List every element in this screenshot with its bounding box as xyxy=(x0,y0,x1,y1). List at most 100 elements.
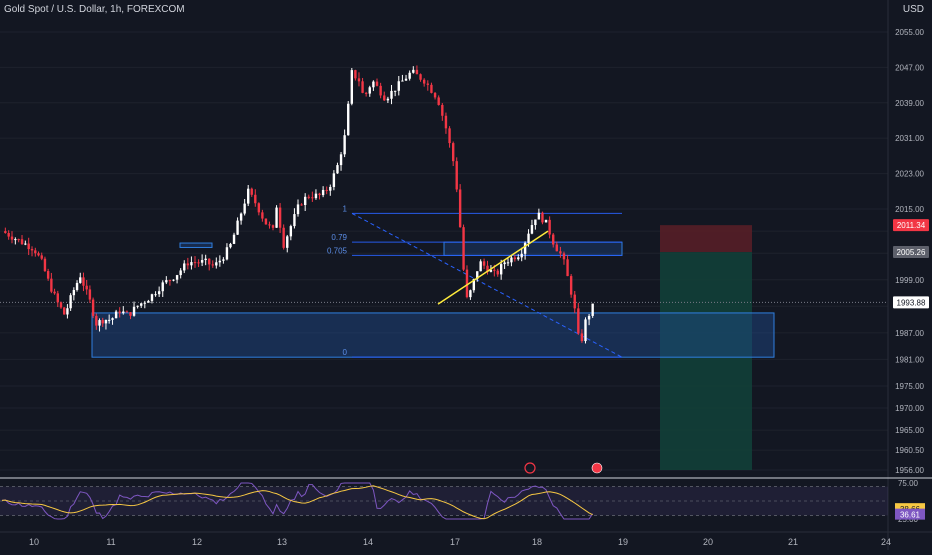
candle-body xyxy=(486,265,489,272)
candle-body xyxy=(53,291,56,294)
currency-label: USD xyxy=(902,4,924,15)
candle-body xyxy=(530,225,534,234)
candle-body xyxy=(482,261,486,266)
candle-body xyxy=(59,302,63,308)
candle-body xyxy=(211,264,214,266)
candle-body xyxy=(548,219,551,235)
candle-body xyxy=(408,72,411,79)
candle-body xyxy=(254,194,257,204)
candle-body xyxy=(91,299,95,316)
candle-body xyxy=(544,219,548,223)
entry-price-label-bg xyxy=(893,246,929,259)
candle-body xyxy=(489,269,493,272)
candle-body xyxy=(465,269,469,298)
candle-body xyxy=(577,308,580,334)
candle-body xyxy=(114,311,118,319)
candle-body xyxy=(236,220,239,235)
candle-body xyxy=(20,239,24,245)
candle-body xyxy=(479,261,482,272)
candle-body xyxy=(339,154,343,166)
candle-body xyxy=(419,74,422,80)
candle-body xyxy=(584,319,587,342)
candle-body xyxy=(7,233,10,237)
candle-body xyxy=(129,312,132,316)
candle-body xyxy=(513,257,517,260)
candle-body xyxy=(441,104,444,116)
candle-body xyxy=(264,218,268,225)
candle-body xyxy=(107,319,111,321)
candle-body xyxy=(307,196,310,198)
candle-body xyxy=(510,257,513,263)
candle-body xyxy=(43,258,47,272)
price-axis-tick: 2031.00 xyxy=(895,134,924,143)
candle-body xyxy=(534,219,537,226)
candle-body xyxy=(580,333,584,342)
price-axis-tick: 2015.00 xyxy=(895,205,924,214)
us-flag-event-icon xyxy=(591,462,603,474)
candle-body xyxy=(261,212,264,219)
candle-body xyxy=(229,243,232,248)
fib-diagonal xyxy=(351,212,623,358)
price-axis-tick: 1970.00 xyxy=(895,404,924,413)
candle-body xyxy=(562,253,566,260)
candle-body xyxy=(88,289,92,300)
candle-body xyxy=(503,262,506,265)
candle-body xyxy=(566,259,569,277)
price-axis-tick: 1999.00 xyxy=(895,276,924,285)
candle-body xyxy=(150,294,154,301)
candle-body xyxy=(154,294,157,296)
candle-body xyxy=(10,236,14,240)
fib-level-label: 0 xyxy=(343,348,348,357)
entry-price-label: 2005.26 xyxy=(897,248,926,257)
candle-body xyxy=(66,308,69,315)
candle-body xyxy=(455,161,458,190)
candle-body xyxy=(85,285,88,290)
candle-body xyxy=(208,258,211,265)
candle-body xyxy=(404,78,408,81)
candle-body xyxy=(379,85,382,96)
candle-body xyxy=(14,239,17,241)
candle-body xyxy=(111,318,114,320)
time-axis-tick: 14 xyxy=(363,537,373,547)
candle-body xyxy=(218,260,222,263)
demand-zone xyxy=(91,312,775,358)
price-axis-tick: 2055.00 xyxy=(895,28,924,37)
candle-body xyxy=(296,204,300,215)
minor-zone xyxy=(179,242,213,248)
candle-body xyxy=(364,92,368,94)
candle-body xyxy=(520,253,523,258)
candle-body xyxy=(200,260,204,263)
candle-body xyxy=(247,188,250,204)
candle-body xyxy=(34,250,37,254)
time-axis-tick: 19 xyxy=(618,537,628,547)
candle-body xyxy=(321,189,325,196)
candle-body xyxy=(343,135,346,155)
time-axis-tick: 20 xyxy=(703,537,713,547)
candle-body xyxy=(69,295,72,309)
candle-body xyxy=(63,307,66,315)
candle-body xyxy=(293,214,296,227)
candle-body xyxy=(311,197,314,199)
candle-body xyxy=(493,269,496,271)
time-axis-tick: 17 xyxy=(450,537,460,547)
take-profit-zone xyxy=(660,252,752,470)
candle-body xyxy=(555,244,559,252)
candle-body xyxy=(401,80,404,82)
candle-body xyxy=(101,320,104,324)
candle-body xyxy=(303,196,307,206)
candle-body xyxy=(499,264,503,275)
price-axis-tick: 2023.00 xyxy=(895,170,924,179)
time-axis-tick: 21 xyxy=(788,537,798,547)
candle-body xyxy=(448,128,451,144)
candle-body xyxy=(517,257,520,260)
time-axis-tick: 12 xyxy=(192,537,202,547)
candle-body xyxy=(368,87,371,94)
flash-event-icon xyxy=(524,462,536,474)
candle-body xyxy=(390,90,393,99)
candle-body xyxy=(175,275,179,280)
candle-body xyxy=(56,293,59,303)
price-axis-tick: 1981.00 xyxy=(895,355,924,364)
price-axis-tick: 1956.00 xyxy=(895,466,924,475)
